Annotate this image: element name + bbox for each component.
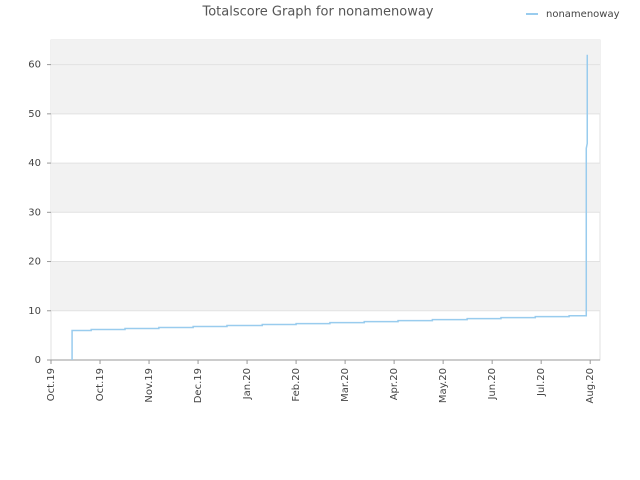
y-tick-label: 0 [35, 355, 41, 366]
x-tick-label: Nov.19 [144, 368, 155, 403]
x-tick-label: Dec.19 [193, 368, 204, 403]
grid-band [51, 163, 600, 213]
y-tick-label: 60 [28, 60, 41, 71]
y-tick-label: 40 [28, 158, 41, 169]
legend-label: nonamenoway [546, 9, 620, 20]
x-tick-label: Oct.19 [46, 368, 57, 401]
grid-band [51, 64, 600, 114]
x-tick-label: Oct.19 [95, 368, 106, 401]
y-tick-label: 30 [28, 207, 41, 218]
y-tick-label: 50 [28, 109, 41, 120]
x-tick-label: Jul.20 [536, 368, 547, 397]
x-tick-label: May.20 [438, 368, 449, 403]
x-tick-label: Jun.20 [487, 368, 498, 401]
x-tick-label: Feb.20 [291, 368, 302, 402]
x-tick-label: Mar.20 [340, 368, 351, 402]
x-tick-label: Jan.20 [242, 368, 253, 400]
data-line [71, 54, 589, 360]
grid-band [51, 261, 600, 311]
x-tick-label: Apr.20 [389, 368, 400, 400]
grid-band [51, 40, 600, 65]
y-tick-label: 20 [28, 257, 41, 268]
x-tick-label: Aug.20 [585, 368, 596, 403]
chart-title: Totalscore Graph for nonamenoway [202, 5, 434, 20]
y-tick-label: 10 [28, 306, 41, 317]
